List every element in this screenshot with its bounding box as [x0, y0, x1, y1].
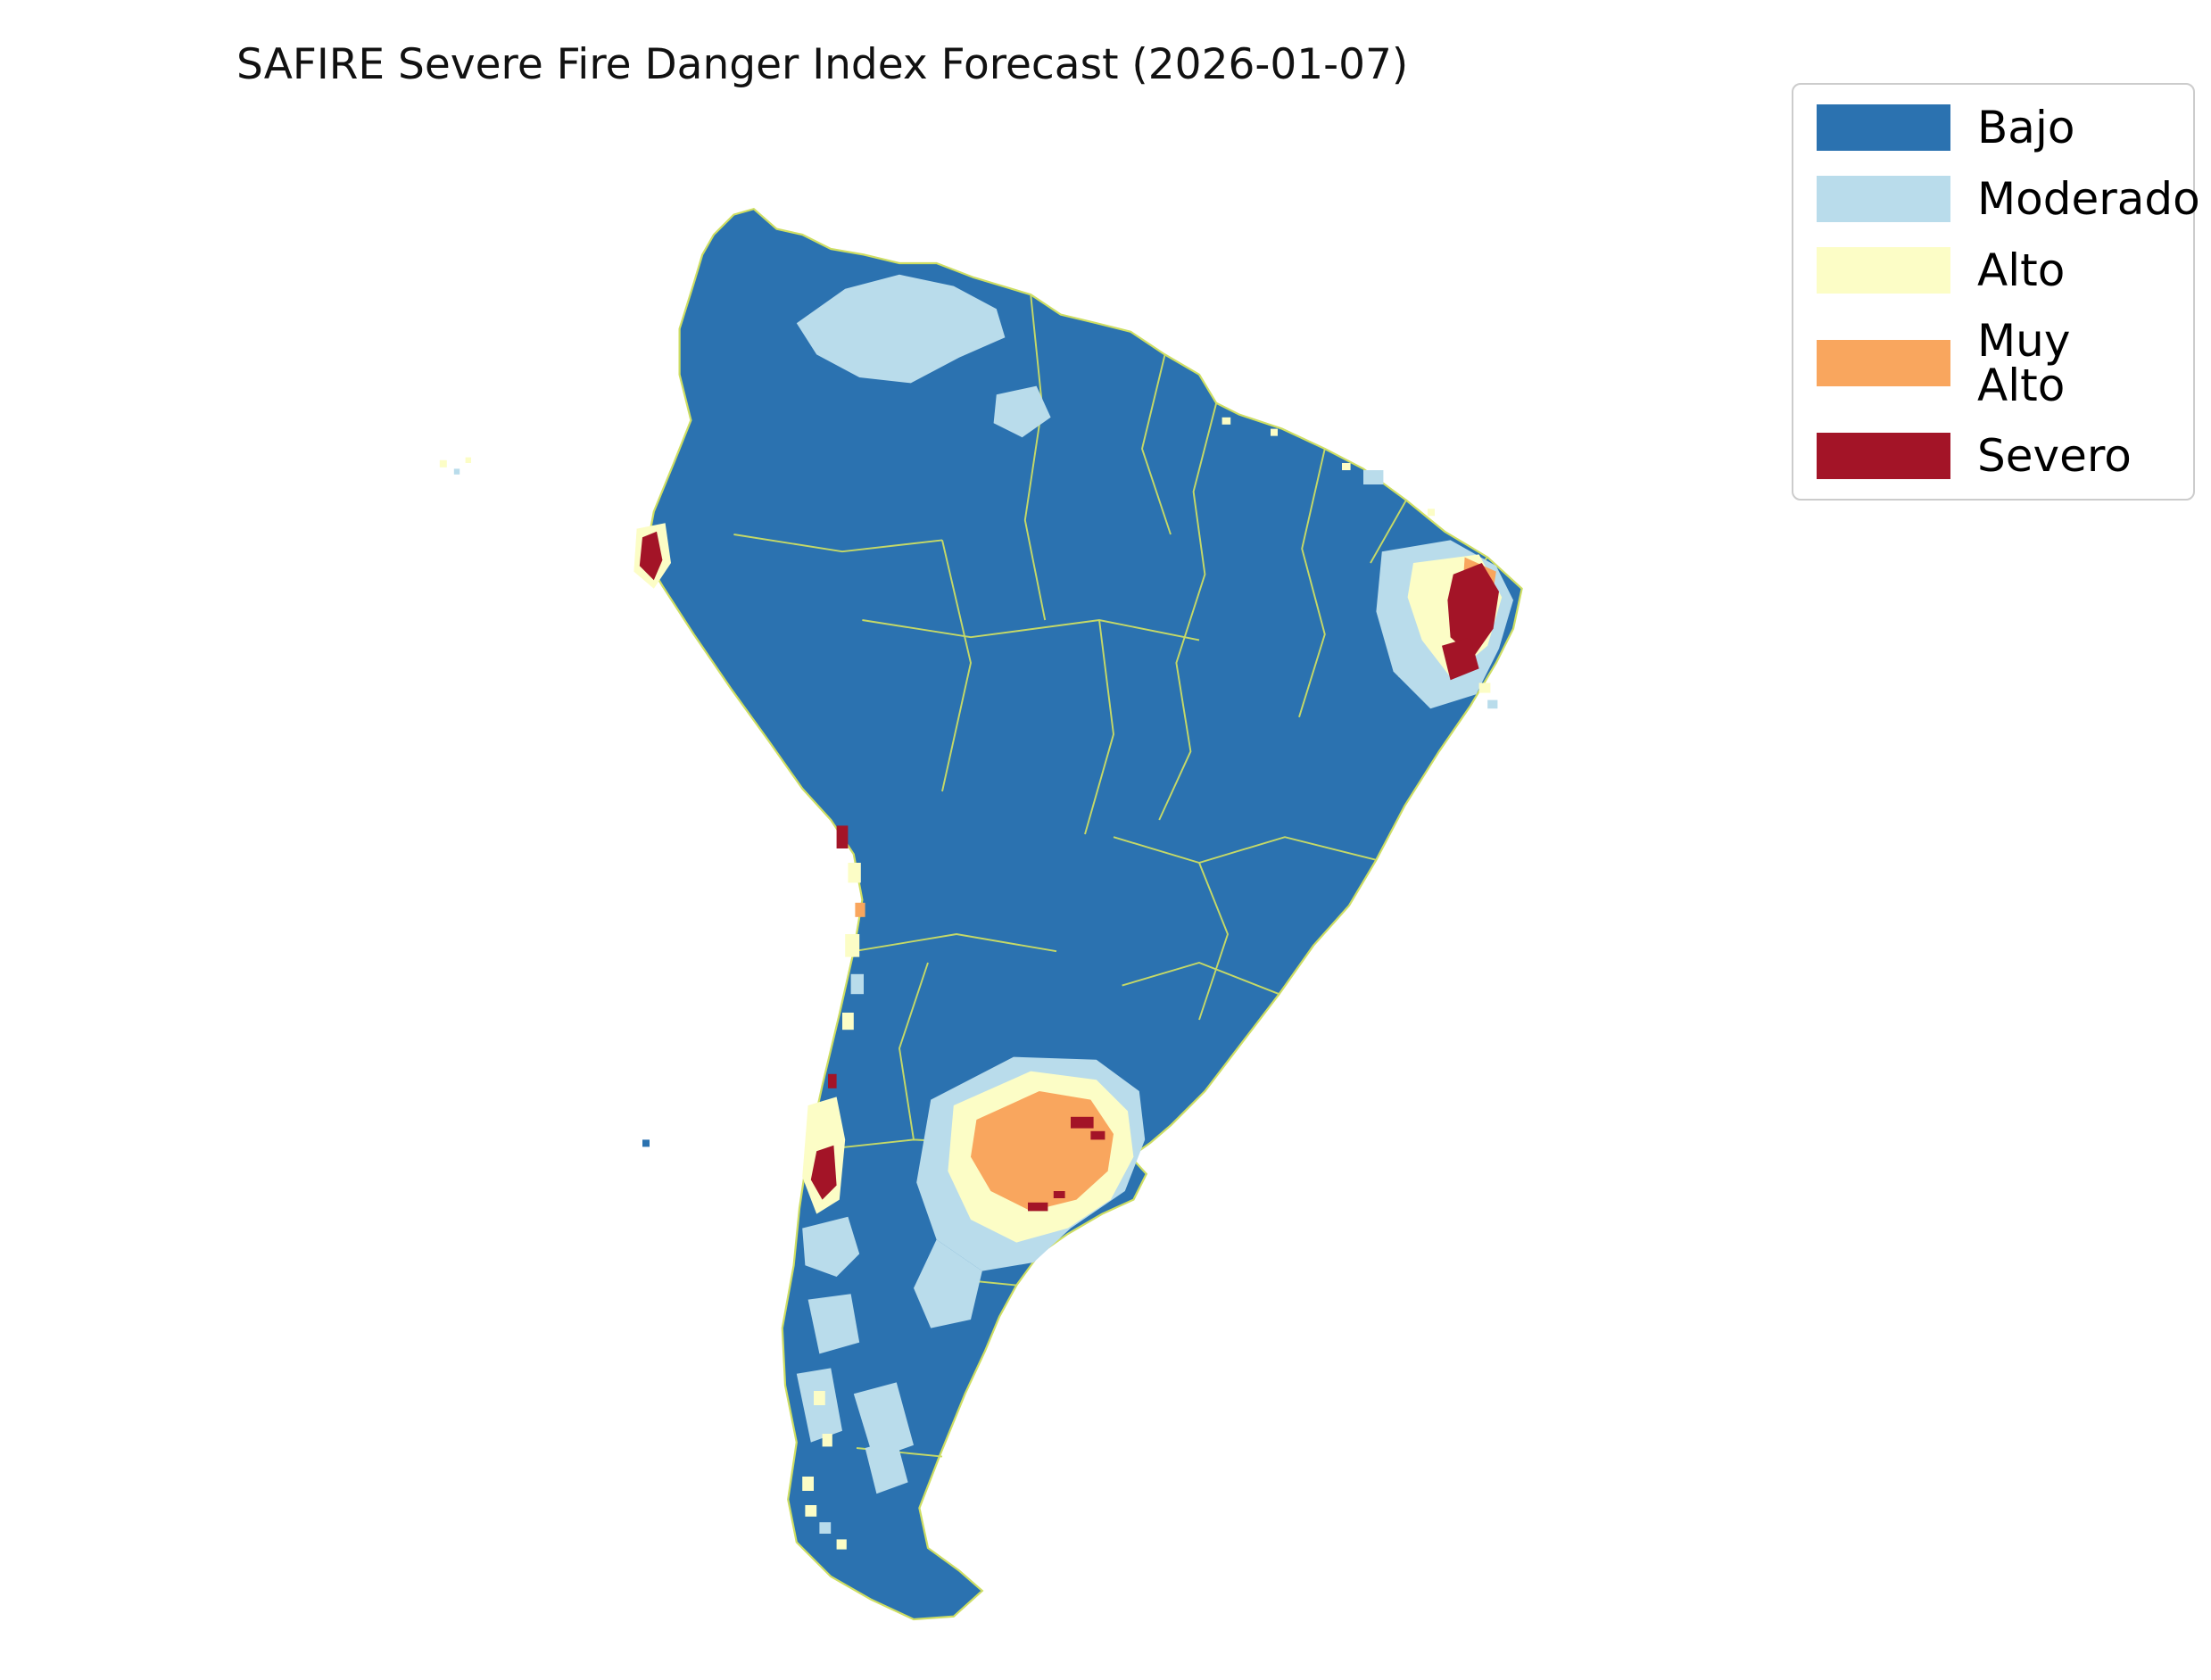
swatch-rect: [1817, 104, 1950, 151]
patch-peru-severo: [836, 825, 849, 848]
speck-alto: [1271, 428, 1278, 436]
speck-alto: [822, 1434, 832, 1447]
speck-moderado: [850, 973, 864, 995]
legend-label-alto: Alto: [1977, 244, 2066, 296]
speck-alto: [845, 934, 860, 957]
south-america-map: [439, 207, 1523, 1621]
speck-alto: [805, 1505, 817, 1517]
patch-ecuador-severo: [639, 531, 663, 581]
speck-alto: [1342, 463, 1351, 470]
patch-guaviare-moderado: [993, 385, 1051, 438]
speck-moderado: [453, 468, 460, 475]
speck-severo: [1090, 1130, 1106, 1140]
patch-pampas-moderado-tail: [914, 1239, 982, 1328]
speck-severo: [1053, 1191, 1065, 1198]
south-america-landmass: [644, 207, 1523, 1621]
speck-alto: [848, 863, 861, 883]
north-coast-alto-specks: [1221, 417, 1435, 517]
speck-alto: [836, 1539, 847, 1550]
speck-moderado: [1487, 699, 1498, 709]
legend-item-moderado: Moderado: [1817, 176, 2200, 222]
patch-patagonia-moderado: [802, 1216, 860, 1277]
andes-specks: [828, 863, 865, 1088]
speck-alto: [1478, 683, 1491, 693]
swatch-rect: [1817, 433, 1950, 479]
patch-ne-severo-main: [1447, 563, 1499, 658]
pampas-severo-specks: [1028, 1116, 1106, 1212]
speck-moderado: [819, 1522, 832, 1534]
patagonia-patches: [796, 1216, 914, 1550]
speck-severo: [1028, 1202, 1048, 1212]
speck-severo: [828, 1073, 837, 1088]
map-canvas: [428, 192, 1599, 1648]
patch-chile-severo: [810, 1145, 837, 1200]
speck-muy-alto: [855, 902, 865, 917]
legend-item-alto: Alto: [1817, 247, 2170, 294]
patch-patagonia-moderado: [865, 1439, 908, 1494]
speck-alto: [802, 1477, 814, 1491]
legend-item-muy-alto: Muy Alto: [1817, 319, 2170, 408]
swatch-rect: [1817, 247, 1950, 294]
legend-label-muy-alto: Muy Alto: [1977, 315, 2071, 411]
legend-swatch-bajo: [1817, 104, 1950, 151]
patch-patagonia-moderado: [853, 1382, 914, 1460]
patch-ne-severo-south: [1442, 637, 1479, 681]
swatch-rect: [1817, 340, 1950, 386]
legend-swatch-severo: [1817, 433, 1950, 479]
patch-patagonia-moderado: [807, 1294, 860, 1354]
speck-alto: [439, 459, 447, 468]
legend-item-severo: Severo: [1817, 433, 2170, 479]
legend-label-severo: Severo: [1977, 430, 2132, 482]
speck-severo: [1071, 1116, 1094, 1129]
speck-alto: [1221, 417, 1231, 425]
galapagos-specks: [439, 457, 471, 475]
legend-swatch-alto: [1817, 247, 1950, 294]
legend-label-bajo: Bajo: [1977, 102, 2075, 153]
speck-alto: [465, 457, 471, 463]
legend-label-moderado: Moderado: [1977, 173, 2200, 225]
legend-item-bajo: Bajo: [1817, 104, 2170, 151]
legend-swatch-muy-alto: [1817, 340, 1950, 386]
speck-alto: [1428, 509, 1435, 517]
patch-llanos-moderado: [796, 274, 1006, 384]
legend: Bajo Moderado Alto Muy Alto Severo: [1792, 83, 2200, 501]
map-title: SAFIRE Severe Fire Danger Index Forecast…: [236, 40, 1409, 90]
patch-north-coast-moderado: [1363, 470, 1384, 484]
legend-swatch-moderado: [1817, 176, 1950, 222]
speck-alto: [842, 1013, 854, 1030]
speck-alto: [814, 1391, 825, 1405]
swatch-rect: [1817, 176, 1950, 222]
speck-bajo-island: [642, 1139, 650, 1147]
